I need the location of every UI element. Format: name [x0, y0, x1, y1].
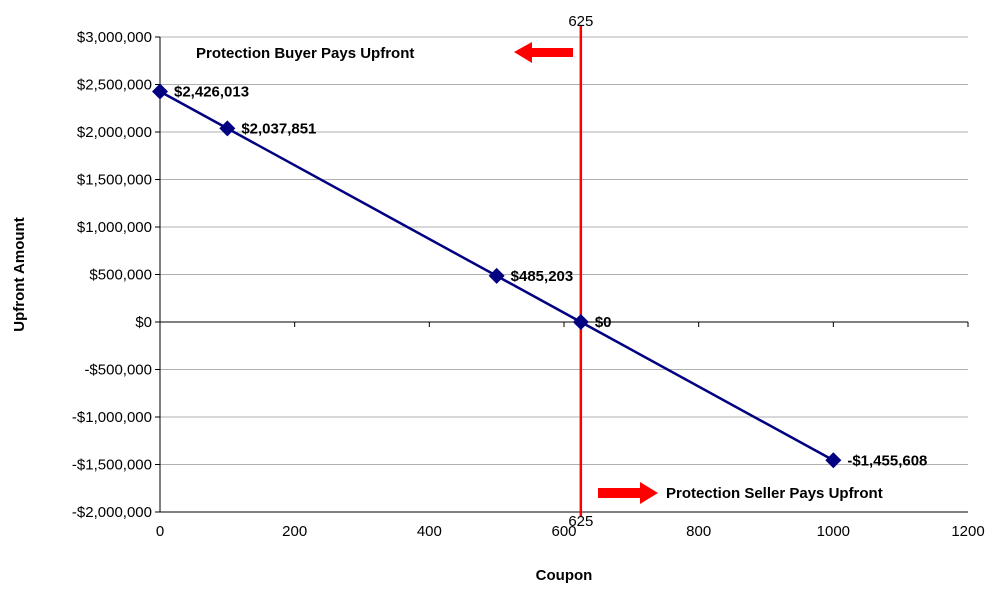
- data-point-marker: [219, 120, 236, 137]
- data-label: -$1,455,608: [847, 452, 927, 469]
- x-tick-label: 0: [156, 523, 164, 540]
- data-label: $0: [595, 314, 612, 331]
- data-label: $485,203: [511, 268, 574, 285]
- x-tick-label: 200: [282, 523, 307, 540]
- y-tick-label: -$2,000,000: [72, 504, 152, 521]
- y-tick-label: $1,500,000: [77, 172, 152, 189]
- y-tick-label: $1,000,000: [77, 219, 152, 236]
- series-group: [152, 83, 842, 469]
- axes: [155, 36, 969, 513]
- data-labels: $2,426,013 $2,037,851 $485,203 $0 -$1,455,60…: [174, 84, 927, 470]
- seller-annotation: Protection Seller Pays Upfront: [666, 485, 883, 502]
- y-tick-label: -$1,000,000: [72, 409, 152, 426]
- annotations: Protection Buyer Pays Upfront Protection …: [196, 42, 883, 504]
- buyer-arrow: [514, 42, 573, 63]
- reference-label-bottom: 625: [568, 513, 593, 530]
- y-axis-title: Upfront Amount: [11, 217, 28, 331]
- y-tick-label: -$1,500,000: [72, 457, 152, 474]
- reference-line-group: 625 625: [568, 13, 593, 530]
- x-tick-label: 1000: [817, 523, 850, 540]
- x-tick-labels: 0 200 400 600 800 1000 1200: [156, 523, 985, 540]
- data-point-marker: [572, 314, 589, 330]
- y-tick-labels: $3,000,000 $2,500,000 $2,000,000 $1,500,000…: [72, 29, 152, 521]
- y-tick-label: $500,000: [89, 267, 152, 284]
- data-label: $2,037,851: [241, 120, 316, 137]
- x-tick-label: 800: [686, 523, 711, 540]
- reference-label-top: 625: [568, 13, 593, 30]
- data-point-marker: [152, 83, 168, 100]
- data-point-marker: [488, 267, 505, 284]
- y-tick-label: $2,500,000: [77, 77, 152, 94]
- y-tick-label: $0: [135, 314, 152, 331]
- x-tick-label: 600: [551, 523, 576, 540]
- x-axis-title: Coupon: [536, 567, 593, 584]
- seller-arrow: [598, 482, 658, 504]
- x-tick-label: 1200: [951, 523, 984, 540]
- data-point-marker: [825, 452, 842, 469]
- y-tick-label: $2,000,000: [77, 124, 152, 141]
- data-label: $2,426,013: [174, 84, 249, 101]
- y-tick-label: -$500,000: [84, 362, 152, 379]
- y-tick-label: $3,000,000: [77, 29, 152, 46]
- buyer-annotation: Protection Buyer Pays Upfront: [196, 45, 414, 62]
- x-tick-label: 400: [417, 523, 442, 540]
